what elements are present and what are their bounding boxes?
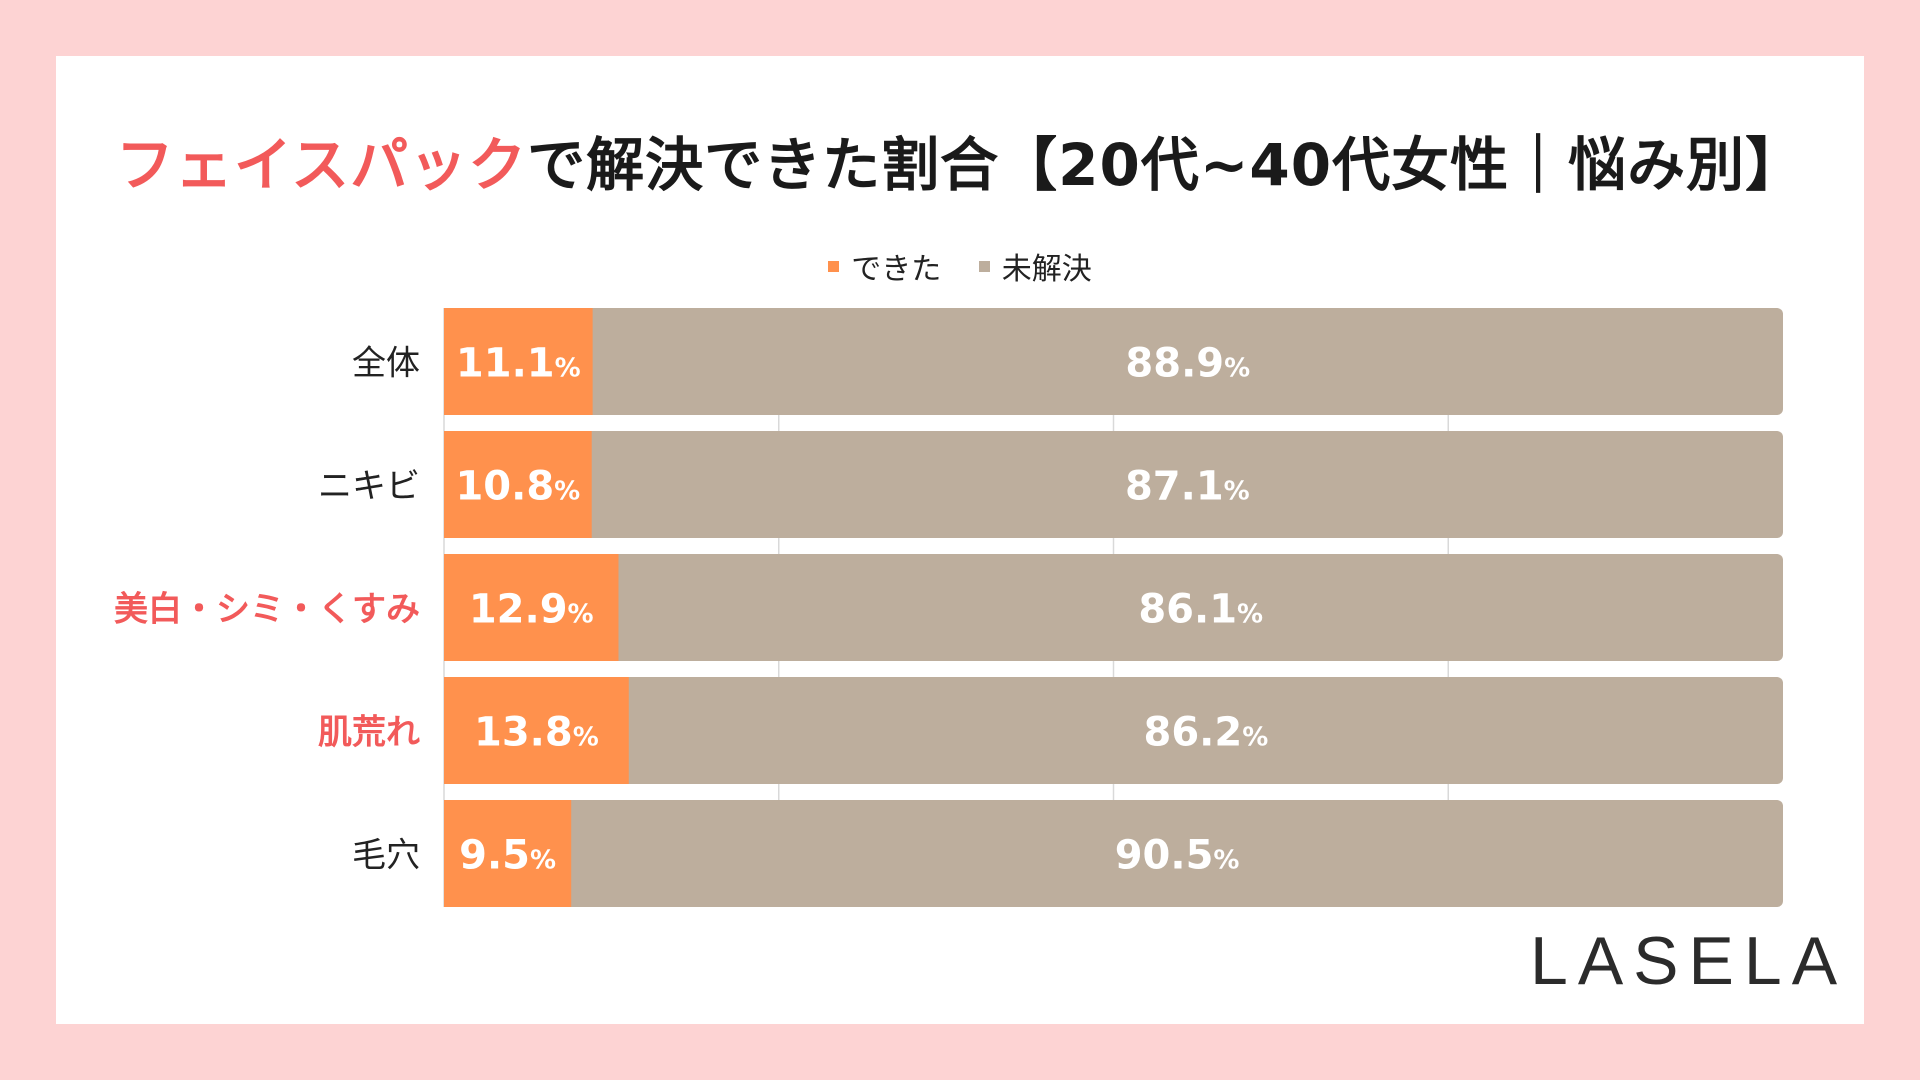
chart-title: フェイスパックで解決できた割合【20代~40代女性｜悩み別】: [0, 118, 1920, 202]
legend-item-unsolved: 未解決: [978, 244, 1092, 288]
category-label: 毛穴: [352, 836, 420, 876]
legend-swatch-solved: [828, 260, 840, 272]
lasela-logo: LASELA: [1530, 923, 1848, 999]
bar-solved: [444, 431, 592, 538]
legend-label-unsolved: 未解決: [1001, 252, 1092, 287]
category-label: 肌荒れ: [318, 713, 420, 753]
bar-unsolved: [586, 308, 1783, 415]
data-label-unsolved: 86.1%: [1138, 587, 1263, 633]
legend-swatch-unsolved: [978, 260, 990, 272]
title-rest: で解決できた割合【20代~40代女性｜悩み別】: [527, 131, 1805, 199]
category-label: ニキビ: [318, 467, 420, 507]
bar-solved: [444, 554, 619, 661]
bar-solved: [444, 677, 629, 784]
legend-label-solved: できた: [851, 252, 942, 287]
bar-unsolved: [622, 677, 1783, 784]
title-highlight: フェイスパック: [115, 131, 528, 199]
legend-item-solved: できた: [828, 244, 941, 288]
bar-solved: [444, 308, 593, 415]
category-label: 美白・シミ・くすみ: [114, 590, 420, 630]
bar-unsolved: [565, 800, 1783, 907]
bar-unsolved: [585, 431, 1783, 538]
bar-unsolved: [612, 554, 1783, 661]
category-label: 全体: [352, 344, 420, 384]
legend: できた 未解決: [0, 244, 1920, 288]
bar-solved: [444, 800, 572, 907]
